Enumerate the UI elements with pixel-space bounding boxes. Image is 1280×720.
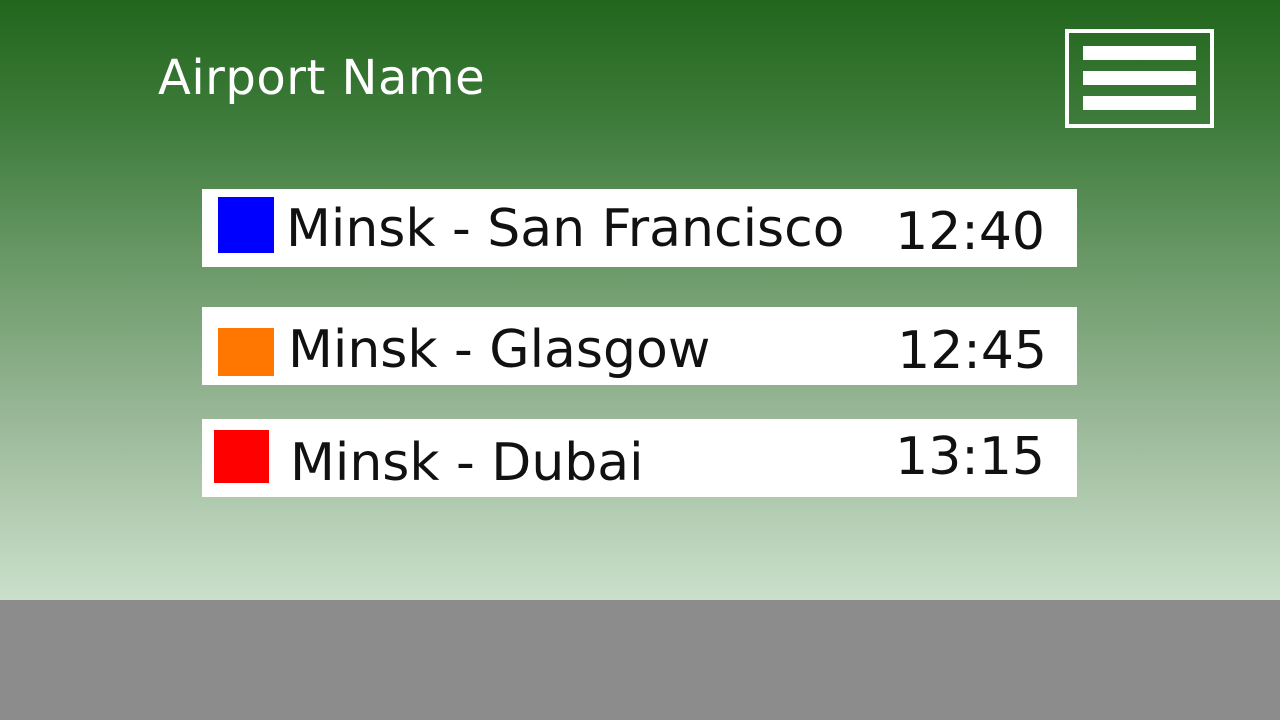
flight-row-dubai[interactable]: Minsk - Dubai 13:15 (202, 419, 1077, 497)
menu-bar-line (1083, 96, 1196, 110)
flight-row-san-francisco[interactable]: Minsk - San Francisco 12:40 (202, 189, 1077, 267)
flight-time: 12:40 (895, 202, 1045, 262)
flight-time: 13:15 (895, 427, 1045, 487)
flight-route: Minsk - San Francisco (286, 199, 845, 259)
airport-title: Airport Name (158, 50, 486, 106)
menu-bar-line (1083, 71, 1196, 85)
flight-route: Minsk - Glasgow (288, 320, 711, 380)
flight-color-swatch (218, 328, 274, 376)
flight-color-swatch (214, 430, 269, 483)
flight-color-swatch (218, 197, 274, 253)
menu-bar-line (1083, 46, 1196, 60)
hamburger-menu-icon[interactable] (1065, 29, 1214, 128)
ground-strip (0, 600, 1280, 720)
flight-time: 12:45 (897, 321, 1047, 381)
flight-row-glasgow[interactable]: Minsk - Glasgow 12:45 (202, 307, 1077, 385)
flight-route: Minsk - Dubai (290, 433, 644, 493)
